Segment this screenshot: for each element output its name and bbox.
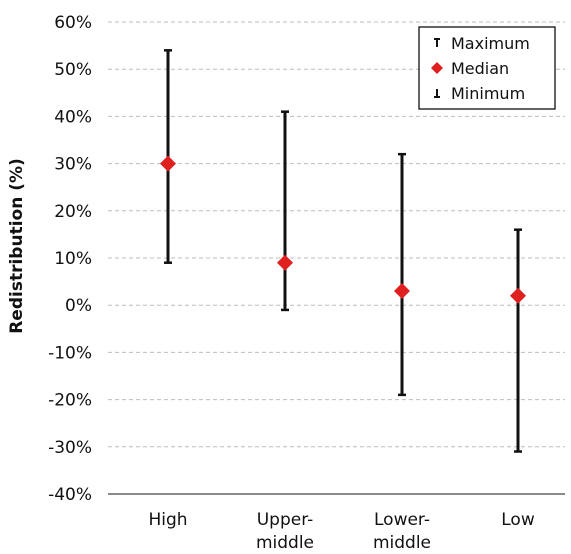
category-label-line: Lower- (374, 510, 430, 530)
y-tick-label: 10% (54, 249, 92, 269)
median-marker (510, 287, 526, 304)
y-tick-label: -30% (48, 438, 92, 458)
range-high (160, 49, 176, 264)
category-label-upper-middle: Upper-middle (256, 510, 314, 553)
median-marker (394, 283, 410, 300)
category-label-line: middle (256, 533, 314, 553)
median-symbol (431, 62, 443, 74)
legend-box (418, 26, 556, 110)
legend: Maximum Median Minimum (418, 26, 556, 110)
range-low (510, 228, 526, 453)
legend-label: Maximum (451, 34, 530, 53)
range-series (160, 49, 526, 453)
y-tick-label: -20% (48, 391, 92, 411)
category-label-line: Upper- (257, 510, 314, 530)
legend-item-maximum: Maximum (434, 34, 530, 53)
legend-label: Median (451, 59, 509, 78)
category-label-lower-middle: Lower-middle (373, 510, 431, 553)
y-axis-ticks: 60% 50% 40% 30% 20% 10% 0% -10% -20% -30% -40% (48, 13, 92, 505)
category-label-line: High (148, 510, 187, 530)
y-tick-label: 40% (54, 107, 92, 127)
y-tick-label: 0% (65, 296, 92, 316)
range-upper-middle (277, 110, 293, 312)
y-tick-label: 20% (54, 202, 92, 222)
legend-label: Minimum (451, 84, 525, 103)
category-label-high: High (148, 510, 187, 530)
legend-item-minimum: Minimum (434, 84, 525, 103)
y-tick-label: -40% (48, 485, 92, 505)
y-tick-label: 60% (54, 13, 92, 33)
y-tick-label: -10% (48, 343, 92, 363)
category-label-low: Low (501, 510, 535, 530)
category-label-line: middle (373, 533, 431, 553)
category-label-line: Low (501, 510, 535, 530)
legend-item-median: Median (431, 59, 509, 78)
y-tick-label: 50% (54, 60, 92, 80)
y-tick-label: 30% (54, 155, 92, 175)
median-marker (277, 254, 293, 271)
median-marker (160, 155, 176, 172)
y-axis-label: Redistribution (%) (7, 158, 27, 334)
range-lower-middle (394, 152, 410, 397)
